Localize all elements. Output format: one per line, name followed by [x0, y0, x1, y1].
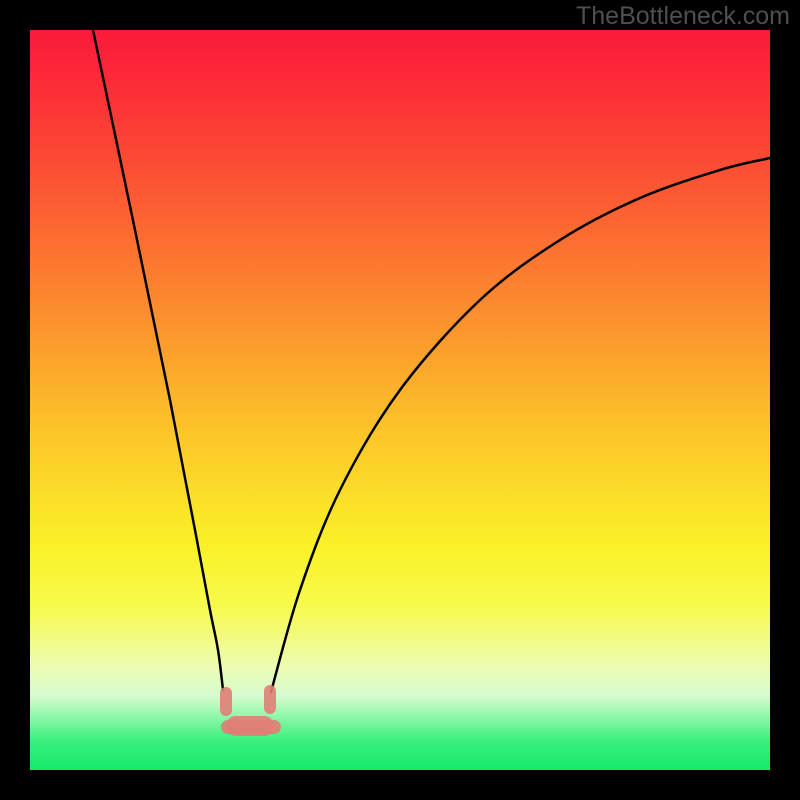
chart-canvas: [0, 0, 800, 800]
watermark: TheBottleneck.com: [576, 2, 790, 31]
plot-area: [30, 30, 770, 770]
